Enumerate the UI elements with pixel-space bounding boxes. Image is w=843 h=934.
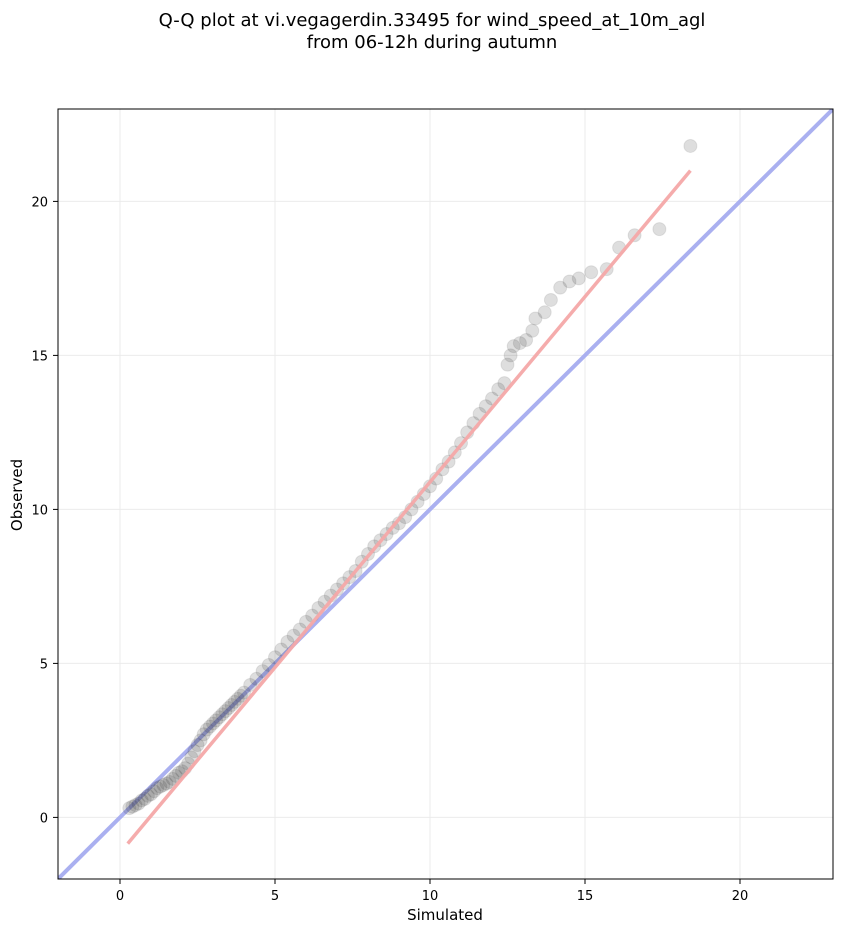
data-point: [255, 664, 270, 679]
data-point: [528, 311, 543, 326]
data-point: [134, 793, 149, 808]
data-point: [125, 799, 140, 814]
data-point: [215, 707, 230, 722]
chart-title: Q-Q plot at vi.vegagerdin.33495 for wind…: [159, 10, 706, 31]
data-point: [519, 333, 534, 347]
x-tick-label: 15: [577, 889, 594, 904]
data-point: [144, 787, 158, 802]
data-point: [230, 691, 245, 706]
x-tick-label: 20: [732, 889, 749, 904]
data-point: [162, 774, 177, 789]
data-point: [506, 339, 521, 354]
chart-subtitle: from 06-12h during autumn: [307, 32, 558, 53]
x-tick-label: 10: [422, 889, 439, 904]
axes: 0 5 10 15 20 0 5 10 15 20: [31, 195, 748, 904]
data-point: [212, 710, 227, 725]
plot-area: [58, 109, 833, 879]
data-point: [206, 716, 220, 731]
data-point: [147, 784, 162, 799]
data-point: [137, 791, 152, 806]
data-point: [196, 727, 211, 742]
fit-line: [126, 169, 692, 845]
data-point: [187, 744, 202, 759]
data-point: [537, 305, 552, 320]
data-point: [122, 801, 137, 816]
x-tick-label: 0: [116, 889, 124, 904]
data-point: [131, 796, 146, 811]
data-point: [209, 713, 224, 728]
data-point: [243, 677, 258, 692]
data-point: [199, 722, 214, 737]
plot-frame: [57, 108, 834, 880]
grid: [58, 109, 833, 879]
data-point: [553, 280, 568, 295]
data-point: [153, 779, 168, 794]
data-point: [224, 697, 239, 712]
data-point: [280, 634, 295, 649]
data-point: [491, 382, 506, 397]
data-point: [159, 776, 174, 791]
x-tick-label: 5: [271, 889, 279, 904]
data-point: [512, 336, 527, 351]
data-point: [543, 292, 558, 307]
data-point: [562, 274, 577, 289]
data-point: [218, 704, 233, 719]
data-point: [128, 798, 143, 813]
data-point: [584, 265, 599, 280]
y-tick-label: 10: [31, 503, 48, 518]
data-point: [652, 222, 667, 237]
data-point: [221, 701, 236, 716]
data-point: [249, 671, 264, 686]
data-point: [227, 694, 242, 709]
data-point: [165, 771, 180, 786]
data-point: [202, 719, 217, 734]
data-point: [525, 323, 540, 338]
y-tick-label: 5: [40, 657, 48, 672]
data-point: [503, 348, 518, 363]
x-axis-label: Simulated: [407, 906, 483, 924]
data-point: [193, 733, 208, 748]
data-point: [500, 357, 515, 372]
data-point: [237, 685, 251, 700]
data-point: [233, 688, 248, 703]
data-point: [156, 778, 171, 793]
y-tick-label: 20: [31, 195, 48, 210]
data-point: [150, 781, 165, 796]
y-axis-label: Observed: [8, 459, 26, 531]
data-point: [571, 271, 586, 286]
identity-line: [58, 109, 833, 879]
data-point: [190, 738, 205, 753]
data-point: [140, 788, 155, 803]
y-tick-label: 0: [40, 811, 48, 826]
data-point: [683, 138, 698, 153]
y-tick-label: 15: [31, 349, 48, 364]
